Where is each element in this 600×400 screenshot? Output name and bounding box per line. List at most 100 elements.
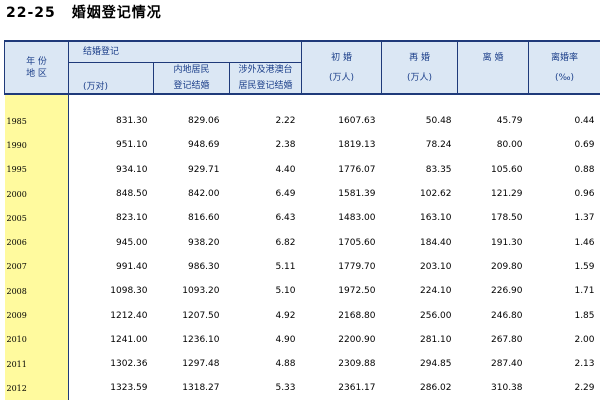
cell-first: 2168.80 bbox=[338, 310, 376, 321]
cell-foreign: 4.40 bbox=[275, 164, 296, 175]
cell-first: 2361.17 bbox=[338, 383, 376, 394]
table-row: 2012 1323.59 1318.27 5.33 2361.17 286.02 310.3… bbox=[4, 376, 600, 400]
cell-divorce: 191.30 bbox=[491, 237, 523, 248]
cell-rate: 1.71 bbox=[574, 286, 595, 297]
cell-rate: 2.00 bbox=[574, 334, 595, 345]
cell-first: 1819.13 bbox=[338, 140, 376, 151]
cell-divorce: 287.40 bbox=[491, 359, 523, 370]
header-year-region: 年 份 地 区 bbox=[4, 40, 69, 95]
cell-marriage: 1212.40 bbox=[110, 310, 148, 321]
cell-foreign: 4.90 bbox=[275, 334, 296, 345]
header-remarriage: 再 婚 (万人) bbox=[381, 40, 459, 95]
cell-first: 2309.88 bbox=[338, 359, 376, 370]
cell-marriage: 848.50 bbox=[116, 189, 148, 200]
cell-rate: 1.59 bbox=[574, 261, 595, 272]
table-row: 2006 945.00 938.20 6.82 1705.60 184.40 191.30 1… bbox=[4, 230, 600, 255]
cell-marriage: 951.10 bbox=[116, 140, 148, 151]
cell-foreign: 6.43 bbox=[275, 213, 296, 224]
cell-rate: 1.46 bbox=[574, 237, 595, 248]
table-row: 1985 831.30 829.06 2.22 1607.63 50.48 45.79 0.4… bbox=[4, 109, 600, 134]
cell-year: 2012 bbox=[4, 376, 69, 400]
cell-rate: 2.29 bbox=[574, 383, 595, 394]
header-first-marriage: 初 婚 (万人) bbox=[301, 40, 383, 95]
cell-first: 1972.50 bbox=[338, 286, 376, 297]
cell-year: 2007 bbox=[4, 254, 69, 280]
table-row: 2005 823.10 816.60 6.43 1483.00 163.10 178.50 1… bbox=[4, 206, 600, 231]
table-row: 1995 934.10 929.71 4.40 1776.07 83.35 105.60 0.… bbox=[4, 157, 600, 182]
cell-first: 2200.90 bbox=[338, 334, 376, 345]
cell-re: 83.35 bbox=[425, 164, 452, 175]
cell-marriage: 823.10 bbox=[116, 213, 148, 224]
cell-divorce: 246.80 bbox=[491, 310, 523, 321]
table-row: 2011 1302.36 1297.48 4.88 2309.88 294.85 287.4… bbox=[4, 351, 600, 377]
cell-year: 2008 bbox=[4, 279, 69, 304]
cell-year: 1995 bbox=[4, 157, 69, 182]
cell-foreign: 4.92 bbox=[275, 310, 296, 321]
cell-marriage: 1302.36 bbox=[110, 359, 148, 370]
cell-year: 2000 bbox=[4, 181, 69, 207]
cell-re: 50.48 bbox=[425, 116, 452, 127]
cell-mainland: 1236.10 bbox=[182, 334, 220, 345]
cell-mainland: 842.00 bbox=[188, 189, 220, 200]
cell-re: 286.02 bbox=[420, 383, 452, 394]
cell-year: 1990 bbox=[4, 133, 69, 158]
header-divorce: 离 婚 bbox=[457, 40, 530, 95]
cell-foreign: 5.10 bbox=[275, 286, 296, 297]
cell-first: 1779.70 bbox=[338, 261, 376, 272]
cell-divorce: 209.80 bbox=[491, 261, 523, 272]
table-row: 2007 991.40 986.30 5.11 1779.70 203.10 209.80 1… bbox=[4, 254, 600, 280]
cell-foreign: 2.22 bbox=[275, 116, 296, 127]
cell-foreign: 5.11 bbox=[275, 261, 296, 272]
cell-rate: 0.44 bbox=[574, 116, 595, 127]
cell-year: 2011 bbox=[4, 351, 69, 377]
cell-mainland: 829.06 bbox=[188, 116, 220, 127]
cell-mainland: 986.30 bbox=[188, 261, 220, 272]
cell-first: 1705.60 bbox=[338, 237, 376, 248]
cell-re: 203.10 bbox=[420, 261, 452, 272]
cell-marriage: 1323.59 bbox=[110, 383, 148, 394]
cell-marriage: 1241.00 bbox=[110, 334, 148, 345]
cell-divorce: 310.38 bbox=[491, 383, 523, 394]
cell-foreign: 5.33 bbox=[275, 383, 296, 394]
cell-re: 102.62 bbox=[420, 189, 452, 200]
cell-re: 78.24 bbox=[425, 140, 452, 151]
cell-rate: 0.88 bbox=[574, 164, 595, 175]
cell-divorce: 105.60 bbox=[491, 164, 523, 175]
table-row: 2008 1098.30 1093.20 5.10 1972.50 224.10 226.9… bbox=[4, 279, 600, 304]
cell-mainland: 929.71 bbox=[188, 164, 220, 175]
page-title: 22-25 婚姻登记情况 bbox=[6, 2, 162, 24]
table-number: 22-25 bbox=[6, 5, 56, 21]
cell-mainland: 938.20 bbox=[188, 237, 220, 248]
cell-rate: 1.85 bbox=[574, 310, 595, 321]
header-mainland: 内地居民 登记结婚 bbox=[153, 62, 230, 95]
cell-re: 224.10 bbox=[420, 286, 452, 297]
header-divorce-rate: 离婚率 (‰) bbox=[528, 40, 600, 95]
cell-rate: 1.37 bbox=[574, 213, 595, 224]
table-row: 2009 1212.40 1207.50 4.92 2168.80 256.00 246.8… bbox=[4, 303, 600, 328]
cell-divorce: 45.79 bbox=[496, 116, 523, 127]
cell-re: 163.10 bbox=[420, 213, 452, 224]
cell-marriage: 945.00 bbox=[116, 237, 148, 248]
cell-mainland: 1207.50 bbox=[182, 310, 220, 321]
cell-first: 1607.63 bbox=[338, 116, 376, 127]
cell-year: 2010 bbox=[4, 327, 69, 352]
cell-mainland: 1297.48 bbox=[182, 359, 220, 370]
cell-rate: 0.69 bbox=[574, 140, 595, 151]
cell-foreign: 4.88 bbox=[275, 359, 296, 370]
header-marriage-unit: (万对) bbox=[68, 62, 154, 95]
header-foreign: 涉外及港澳台 居民登记结婚 bbox=[228, 62, 303, 95]
cell-mainland: 1318.27 bbox=[182, 383, 220, 394]
cell-divorce: 80.00 bbox=[496, 140, 523, 151]
cell-first: 1483.00 bbox=[338, 213, 376, 224]
cell-first: 1581.39 bbox=[338, 189, 376, 200]
cell-year: 2009 bbox=[4, 303, 69, 328]
statistics-table: 年 份 地 区 结婚登记 初 婚 (万人) 再 婚 (万人) 离 婚 离婚率 bbox=[4, 40, 600, 400]
cell-mainland: 816.60 bbox=[188, 213, 220, 224]
cell-first: 1776.07 bbox=[338, 164, 376, 175]
table-row: 1990 951.10 948.69 2.38 1819.13 78.24 80.00 0.6… bbox=[4, 133, 600, 158]
cell-marriage: 1098.30 bbox=[110, 286, 148, 297]
cell-mainland: 948.69 bbox=[188, 140, 220, 151]
cell-rate: 2.13 bbox=[574, 359, 595, 370]
header-marriage-group: 结婚登记 bbox=[67, 40, 303, 63]
cell-divorce: 178.50 bbox=[491, 213, 523, 224]
